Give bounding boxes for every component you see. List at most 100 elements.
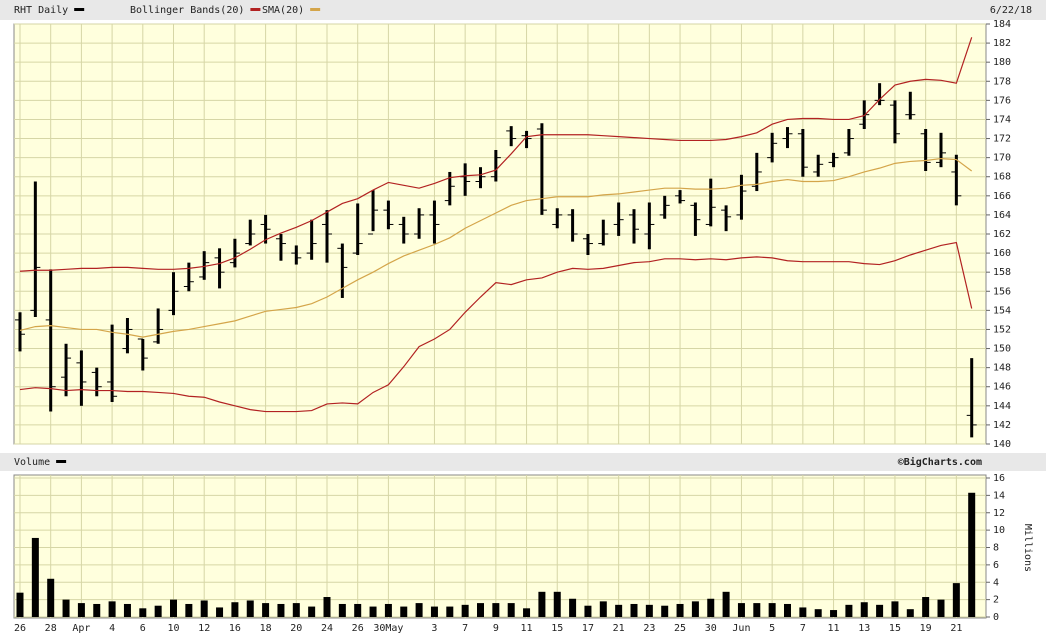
x-tick-label: 6 [140, 623, 146, 634]
volume-bar [952, 583, 960, 617]
y-tick-label: 8 [993, 543, 999, 554]
x-tick-label: 25 [674, 623, 686, 634]
y-tick-label: 160 [993, 248, 1011, 259]
volume-bar [277, 603, 285, 617]
y-tick-label: 140 [993, 439, 1011, 450]
x-tick-label: 21 [950, 623, 962, 634]
volume-bar [691, 601, 699, 617]
y-tick-label: 146 [993, 382, 1011, 393]
x-tick-label: 16 [229, 623, 241, 634]
y-tick-label: 174 [993, 114, 1011, 125]
y-tick-label: 6 [993, 560, 999, 571]
x-tick-label: 19 [920, 623, 932, 634]
volume-bar [799, 607, 807, 617]
x-tick-label: 3 [431, 623, 437, 634]
volume-bar [707, 598, 715, 617]
legend-swatch [56, 460, 67, 463]
y-tick-label: 166 [993, 191, 1011, 202]
x-tick-label: 28 [45, 623, 57, 634]
volume-bar [31, 537, 39, 617]
legend-label: Bollinger Bands(20) [130, 5, 244, 16]
volume-bar [47, 578, 55, 617]
x-tick-label: 30May [373, 623, 403, 634]
sma-line [19, 157, 973, 338]
x-tick-label: 7 [800, 623, 806, 634]
volume-strip [0, 453, 1046, 471]
x-tick-label: 20 [290, 623, 302, 634]
volume-bar [246, 600, 254, 617]
volume-bar [216, 607, 224, 617]
volume-bar [369, 606, 377, 617]
x-tick-label: Jun [732, 623, 750, 634]
volume-bar [569, 598, 577, 617]
volume-bar [599, 601, 607, 617]
y-tick-label: 178 [993, 76, 1011, 87]
x-tick-label: 15 [551, 623, 563, 634]
volume-bar [630, 603, 638, 617]
volume-bar [446, 606, 454, 617]
band-upper [19, 37, 973, 272]
y-tick-label: 144 [993, 401, 1011, 412]
y-tick-label: 168 [993, 172, 1011, 183]
y-tick-label: 164 [993, 210, 1011, 221]
volume-bar [354, 603, 362, 617]
volume-bar [108, 601, 116, 617]
x-tick-label: 4 [109, 623, 115, 634]
y-tick-label: 184 [993, 19, 1011, 30]
volume-bar [891, 601, 899, 617]
header-strip [0, 0, 1046, 20]
x-tick-label: 21 [613, 623, 625, 634]
legend-swatch [310, 8, 321, 11]
volume-bar [154, 605, 162, 617]
x-tick-label: 17 [582, 623, 594, 634]
volume-bar [338, 603, 346, 617]
y-tick-label: 10 [993, 525, 1005, 536]
x-tick-label: 26 [14, 623, 26, 634]
volume-bar [507, 603, 515, 617]
volume-bar [492, 603, 500, 617]
y-tick-label: 14 [993, 490, 1005, 501]
volume-bar [968, 492, 976, 617]
y-tick-label: 150 [993, 344, 1011, 355]
volume-bar [722, 591, 730, 617]
marks [15, 37, 977, 617]
x-tick-label: 12 [198, 623, 210, 634]
volume-bar [615, 604, 623, 617]
volume-bar [123, 603, 131, 617]
x-tick-label: 18 [260, 623, 272, 634]
volume-bar [93, 603, 101, 617]
y-tick-label: 152 [993, 324, 1011, 335]
x-tick-label: 11 [521, 623, 533, 634]
volume-bar [937, 599, 945, 617]
volume-bar [262, 603, 270, 617]
y-tick-label: 182 [993, 38, 1011, 49]
volume-bar [16, 592, 24, 617]
x-tick-label: 15 [889, 623, 901, 634]
y-tick-label: 0 [993, 612, 999, 623]
legend-swatch [74, 8, 85, 11]
legend-label: SMA(20) [262, 5, 304, 16]
x-tick-label: 5 [769, 623, 775, 634]
volume-bar [415, 603, 423, 617]
y-tick-label: 162 [993, 229, 1011, 240]
volume-panel [13, 474, 987, 619]
volume-bar [922, 597, 930, 617]
volume-bar [477, 603, 484, 617]
volume-bar [430, 606, 438, 617]
x-tick-label: 10 [167, 623, 179, 634]
x-tick-label: 9 [493, 623, 499, 634]
x-tick-label: 30 [705, 623, 717, 634]
volume-bar [814, 609, 822, 617]
y-tick-label: 16 [993, 473, 1005, 484]
x-tick-label: 26 [352, 623, 364, 634]
volume-bar [584, 605, 592, 617]
volume-bar [170, 599, 177, 617]
volume-bar [661, 605, 669, 617]
band-lower [19, 241, 973, 413]
legend-swatch [250, 8, 261, 11]
volume-bar [231, 602, 239, 617]
volume-bar [308, 606, 316, 617]
volume-bar [62, 599, 70, 617]
volume-bar [323, 597, 331, 617]
